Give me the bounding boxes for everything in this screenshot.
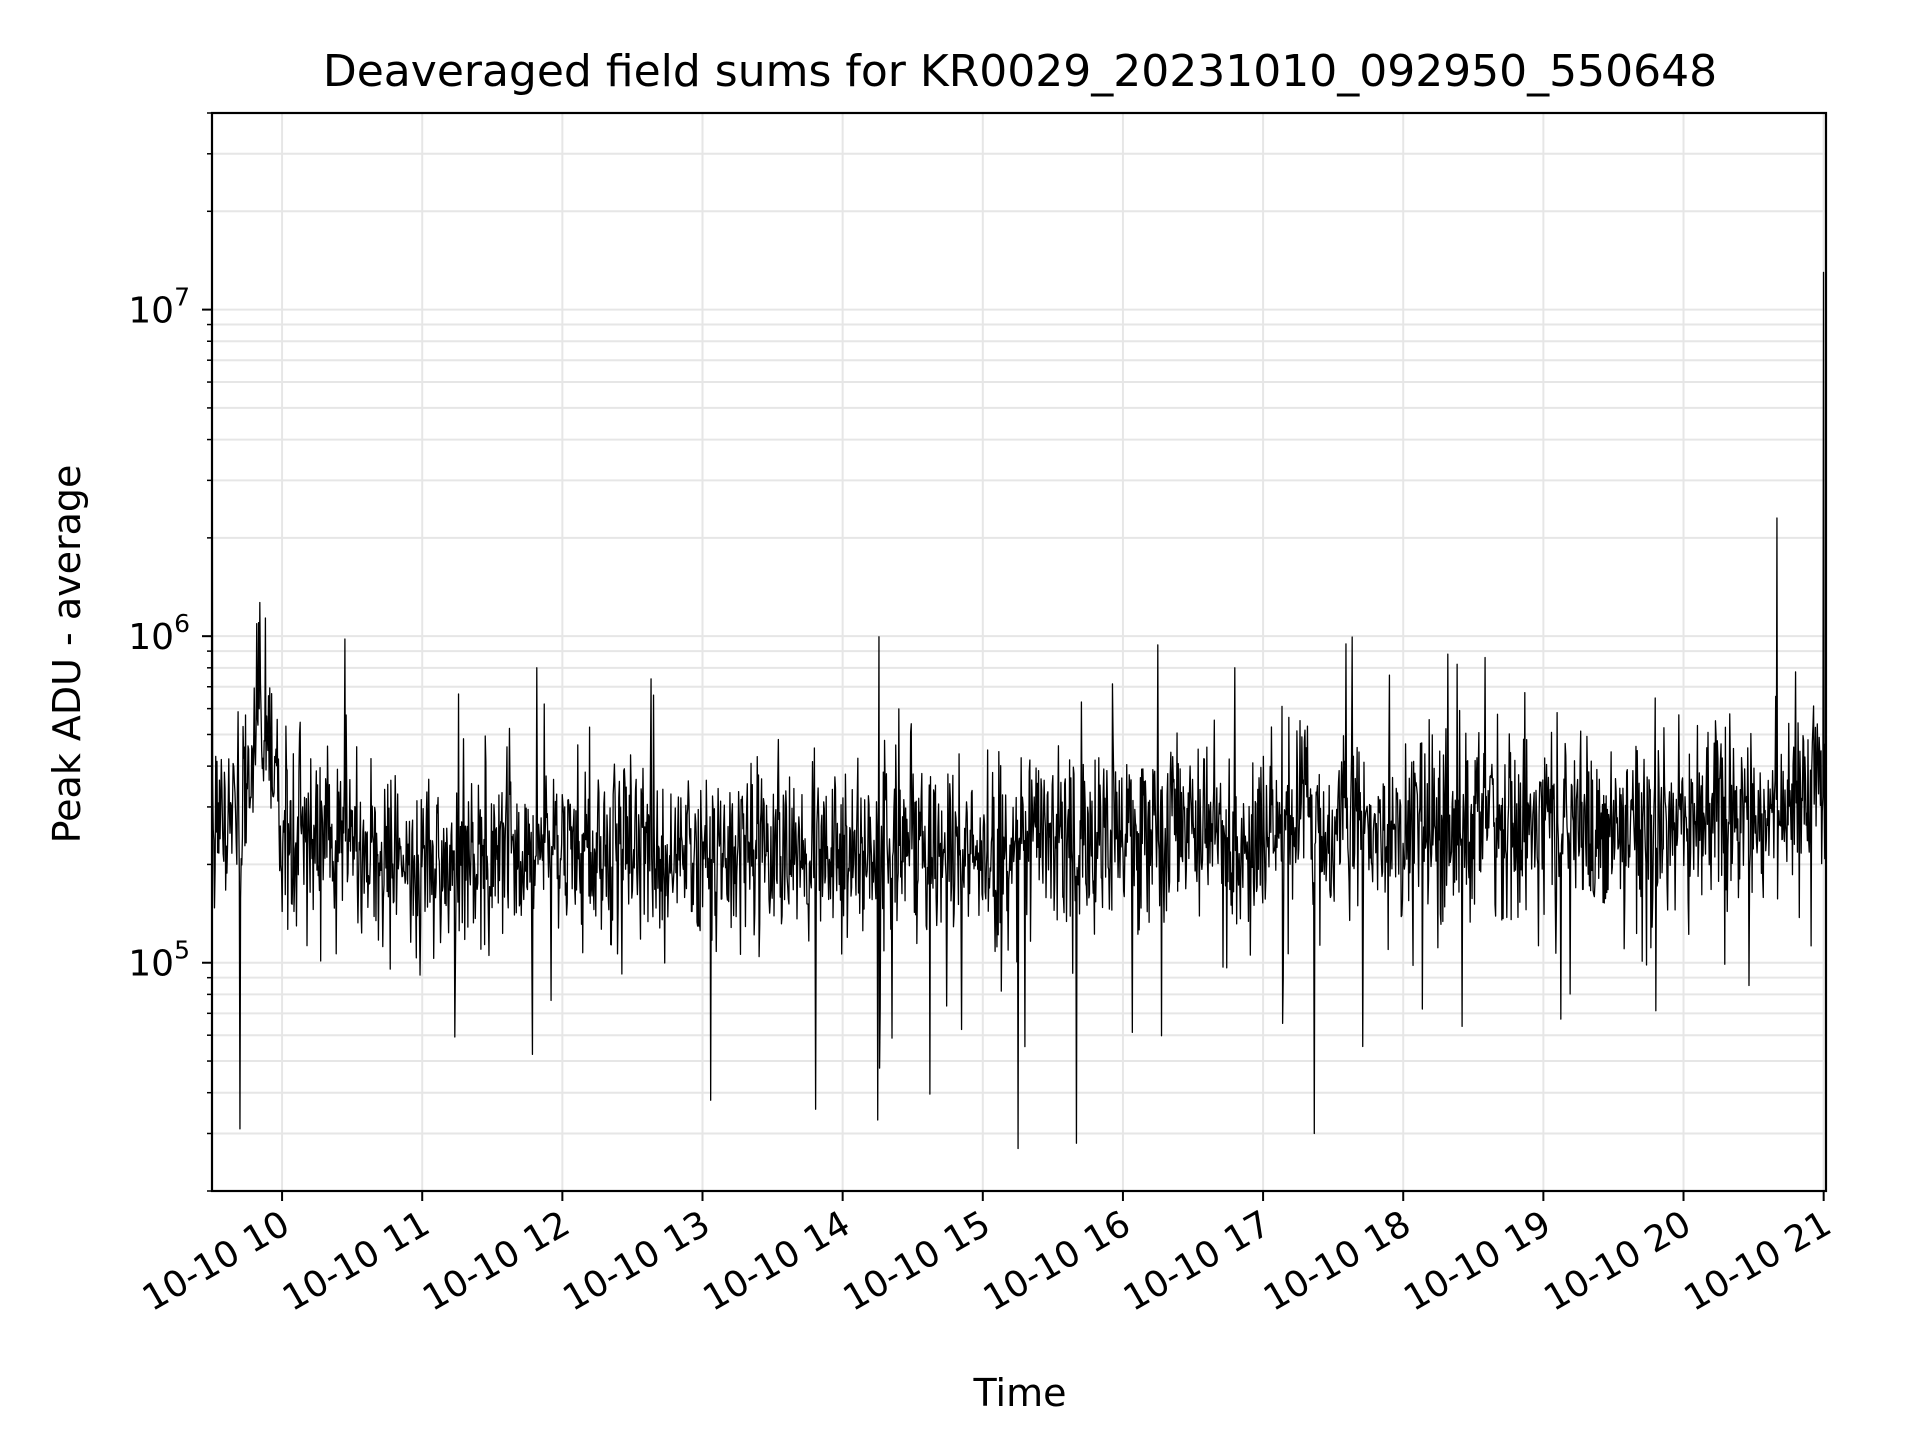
chart-title: Deaveraged field sums for KR0029_2023101… bbox=[323, 46, 1717, 97]
data-series bbox=[211, 153, 1827, 1150]
y-tick-label: 105 bbox=[128, 936, 190, 985]
plot-frame bbox=[210, 111, 1828, 1193]
y-axis-ticks: 105 106 107 bbox=[128, 112, 212, 1192]
y-axis-label: Peak ADU - average bbox=[45, 465, 89, 844]
y-tick-label: 107 bbox=[128, 283, 190, 332]
series-line bbox=[211, 153, 1827, 1150]
y-tick-label: 106 bbox=[128, 609, 190, 658]
x-axis-label: Time bbox=[973, 1371, 1067, 1415]
